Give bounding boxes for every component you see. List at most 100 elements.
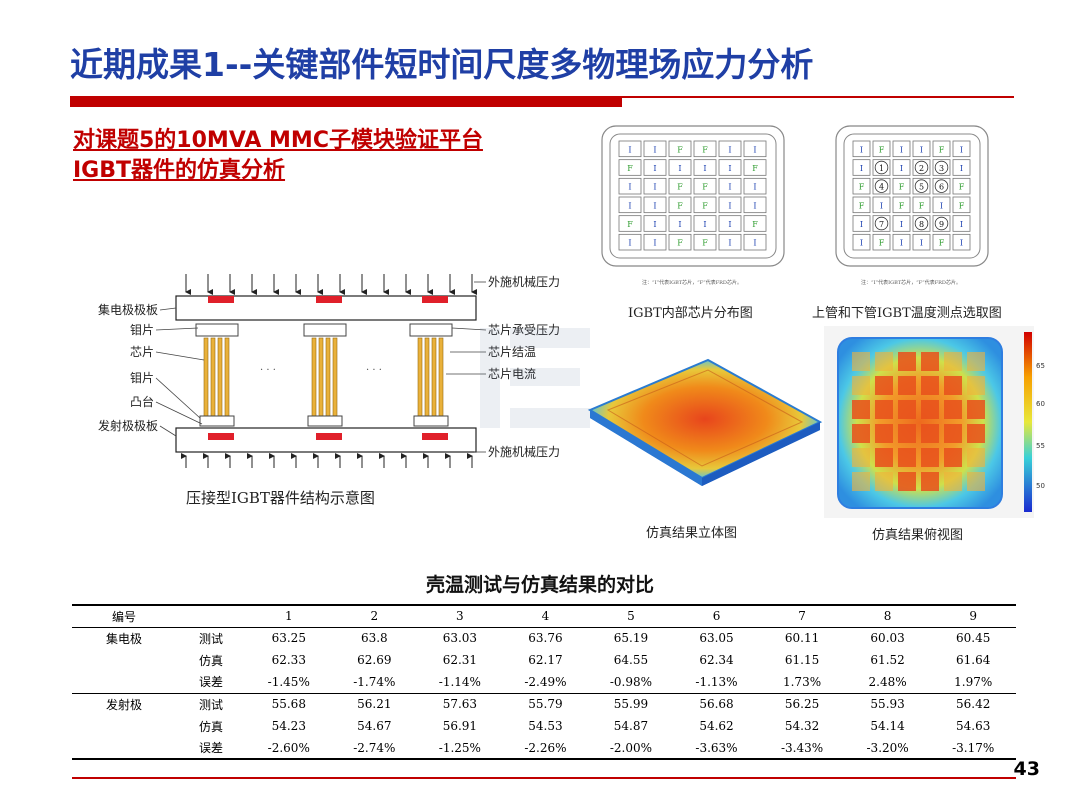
chip-label: I — [728, 201, 731, 210]
heat-cell — [967, 472, 985, 491]
chip-label: F — [702, 239, 708, 248]
chip-label: F — [677, 145, 683, 154]
value-cell: 55.79 — [502, 692, 589, 715]
chip-label: I — [960, 220, 963, 229]
header-cell: 5 — [588, 604, 674, 628]
scale-tick: 65 — [1036, 362, 1045, 370]
press-pack-igbt-structure-diagram: · · · · · · 集电极极板 钼片 芯片 钼片 凸台 发射极极板 — [98, 274, 560, 468]
chip-cell — [743, 196, 767, 214]
value-cell: 61.15 — [784, 653, 820, 667]
header-cell: 8 — [844, 604, 931, 628]
chip-cell — [932, 177, 951, 195]
value-cell: -1.45% — [267, 674, 310, 689]
heat-cell — [944, 424, 962, 443]
value-cell: 63.8 — [360, 631, 388, 646]
row-label-cell: 误差 — [198, 675, 223, 690]
chip-cell — [668, 215, 692, 232]
value-cell: 62.34 — [699, 653, 734, 667]
chip-label: I — [900, 164, 903, 173]
value-cell: 56.42 — [930, 692, 1016, 715]
value-cell: -2.49% — [524, 674, 567, 689]
chip-stack-middle — [303, 323, 347, 427]
chip-label: F — [752, 220, 758, 229]
chip-cell — [932, 233, 951, 251]
chip-label: F — [752, 164, 758, 173]
table-row: 仿真 62.33 62.69 62.31 62.17 64.55 62.34 61.15 61.… — [72, 649, 1016, 671]
heat-cell — [898, 400, 916, 419]
sim-3d-caption: 仿真结果立体图 — [646, 526, 738, 541]
chip-label: F — [859, 201, 865, 210]
value-cell: 56.91 — [442, 719, 478, 733]
table-row: 集电极 测试 63.25 63.8 63.03 63.76 65.19 63.05 60.11 6… — [72, 627, 1016, 649]
collector-sensor — [208, 296, 234, 303]
title-underline-rule — [622, 96, 1014, 98]
value-cell: 61.64 — [956, 653, 991, 667]
chip-label: F — [627, 220, 633, 229]
heat-cell — [852, 400, 870, 419]
chip-cell — [643, 159, 667, 176]
chip-label: I — [728, 183, 731, 192]
chip-label: I — [728, 145, 731, 154]
chip-label: F — [939, 145, 945, 154]
heat-cell — [898, 472, 916, 491]
header-cell: 1 — [246, 604, 332, 628]
ellipsis-1: · · · — [260, 365, 276, 376]
ellipsis-2: · · · — [366, 365, 382, 376]
chip-cell — [718, 215, 742, 232]
group-cell: 集电极 — [105, 631, 142, 646]
value-cell: 56.25 — [759, 692, 845, 715]
chip-map-1: I I F F I I F I I I I F I I F F I I I I F F I I F I I I I F I I F F I I 注：“I… — [598, 122, 794, 292]
chip-label: I — [653, 239, 656, 248]
label-chip-pressure: 芯片承受压力 — [488, 323, 560, 337]
chip-label: F — [702, 145, 708, 154]
label-junction-temp: 芯片结温 — [488, 345, 536, 359]
chip-label: F — [899, 201, 905, 210]
chip-label: F — [677, 201, 683, 210]
label-chip-current: 芯片电流 — [488, 367, 536, 381]
chip-cell — [912, 177, 931, 195]
chip-cell — [912, 159, 931, 176]
chip-cell — [668, 177, 692, 195]
value-cell: -3.43% — [759, 737, 845, 760]
chip-cell — [618, 140, 642, 158]
chip-label: I — [728, 164, 731, 173]
chip-cell — [743, 177, 767, 195]
heat-cell — [967, 400, 985, 419]
scale-tick: 55 — [1036, 442, 1045, 450]
collector-sensor — [316, 296, 342, 303]
chip-label: I — [628, 145, 631, 154]
title-underline-bar — [70, 96, 622, 107]
value-cell: -3.63% — [673, 737, 760, 760]
chip-label: F — [899, 183, 905, 192]
value-cell: 54.53 — [528, 719, 563, 733]
heat-cell — [944, 400, 962, 419]
header-cell: 7 — [759, 604, 845, 628]
page-title: 近期成果1--关键部件短时间尺度多物理场应力分析 — [70, 45, 814, 84]
heat-cell — [852, 376, 870, 395]
diagram-left-labels: 集电极极板 钼片 芯片 钼片 凸台 发射极极板 — [98, 302, 158, 433]
chip-label: F — [677, 239, 683, 248]
value-cell: 2.48% — [868, 674, 907, 689]
top-pressure-arrows — [185, 274, 477, 295]
heat-cell — [967, 352, 985, 371]
chip-cell — [743, 215, 767, 232]
chip-cell — [643, 140, 667, 158]
chip-cell — [872, 196, 891, 214]
chip-cell — [643, 215, 667, 232]
value-cell: -1.13% — [695, 674, 738, 689]
chip-stack-left — [195, 323, 239, 427]
value-cell: 64.55 — [613, 653, 649, 667]
heat-cell — [898, 376, 916, 395]
chip-cell — [743, 233, 767, 251]
heat-cell — [875, 352, 893, 371]
label-boss: 凸台 — [130, 394, 154, 409]
comparison-table: 编号 1 2 3 4 5 6 7 8 9 集电极 测试 63.25 63.8 63.03… — [72, 604, 1016, 760]
row-label-cell: 测试 — [176, 692, 246, 715]
value-cell: -1.14% — [438, 674, 481, 689]
chip-map-note: 注：“I”代表IGBT芯片，“F”代表FRD芯片。 — [861, 279, 961, 286]
chip-cell — [693, 215, 717, 232]
chip-label: I — [753, 145, 756, 154]
heat-cell — [944, 352, 962, 371]
chip-cell — [892, 140, 911, 158]
heat-cell — [852, 424, 870, 443]
